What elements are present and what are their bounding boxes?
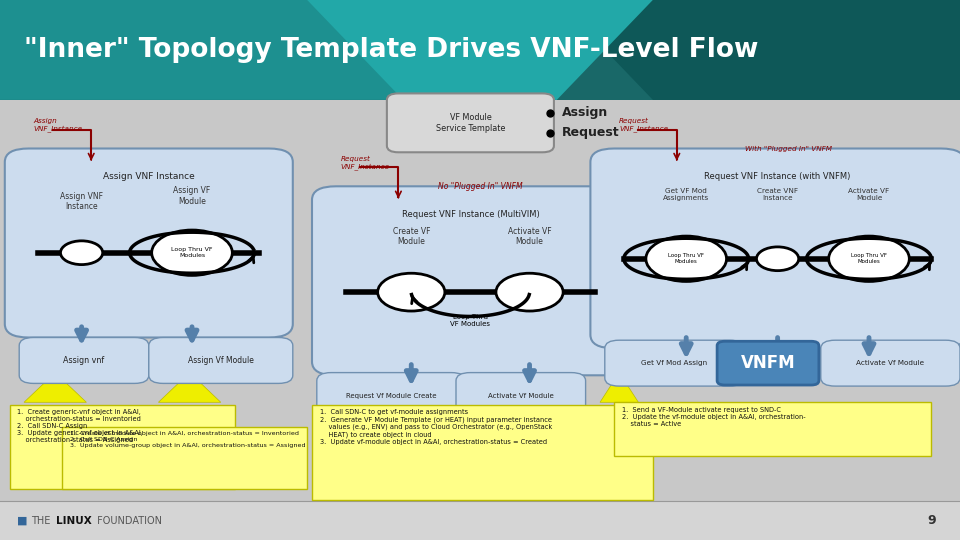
Circle shape	[756, 247, 799, 271]
FancyBboxPatch shape	[456, 373, 586, 418]
FancyBboxPatch shape	[10, 405, 235, 489]
Text: Get Vf Mod Assign: Get Vf Mod Assign	[641, 360, 708, 366]
Text: Loop Thru VF
Modules: Loop Thru VF Modules	[171, 247, 213, 258]
FancyBboxPatch shape	[0, 501, 960, 540]
Text: 1.  Create vf-module object in A&AI, orchestration-status = Inventoried
2.  Call: 1. Create vf-module object in A&AI, orch…	[70, 431, 305, 448]
Text: Assign: Assign	[562, 106, 608, 119]
Text: Request: Request	[562, 126, 619, 139]
Text: Activate VF
Module: Activate VF Module	[508, 227, 551, 246]
Text: Loop Thru VF
Modules: Loop Thru VF Modules	[668, 253, 705, 264]
Text: Activate Vf Module: Activate Vf Module	[488, 393, 554, 399]
Circle shape	[646, 236, 727, 281]
Polygon shape	[0, 0, 499, 100]
Text: Get VF Mod
Assignments: Get VF Mod Assignments	[663, 188, 709, 201]
Text: Loop Thru VF
Modules: Loop Thru VF Modules	[851, 253, 887, 264]
Text: Create VNF
Instance: Create VNF Instance	[757, 188, 798, 201]
Text: Assign Vf Module: Assign Vf Module	[188, 356, 253, 365]
Text: Request
VNF_Instance: Request VNF_Instance	[341, 156, 390, 170]
Text: THE: THE	[31, 516, 53, 525]
FancyBboxPatch shape	[19, 338, 149, 383]
Text: Loop Thru
VF Modules: Loop Thru VF Modules	[450, 314, 491, 327]
Text: "Inner" Topology Template Drives VNF-Level Flow: "Inner" Topology Template Drives VNF-Lev…	[24, 37, 758, 63]
Circle shape	[496, 273, 564, 311]
FancyBboxPatch shape	[717, 341, 819, 385]
FancyBboxPatch shape	[605, 340, 744, 386]
Circle shape	[60, 241, 103, 265]
Polygon shape	[475, 370, 538, 402]
Text: ■: ■	[17, 516, 28, 525]
Text: Request VNF Instance (MultiVIM): Request VNF Instance (MultiVIM)	[401, 210, 540, 219]
FancyBboxPatch shape	[821, 340, 960, 386]
FancyBboxPatch shape	[62, 427, 307, 489]
Text: Activate Vf Module: Activate Vf Module	[856, 360, 924, 366]
FancyBboxPatch shape	[0, 100, 960, 501]
Circle shape	[152, 230, 232, 275]
FancyBboxPatch shape	[317, 373, 466, 418]
Text: Request Vf Module Create: Request Vf Module Create	[346, 393, 437, 399]
FancyBboxPatch shape	[312, 405, 653, 500]
Polygon shape	[24, 373, 86, 402]
Text: With "Plugged In" VNFM: With "Plugged In" VNFM	[745, 145, 832, 152]
Polygon shape	[307, 0, 653, 100]
Text: Assign VNF Instance: Assign VNF Instance	[103, 172, 195, 181]
Text: Assign
VNF_Instance: Assign VNF_Instance	[34, 118, 83, 132]
Polygon shape	[158, 373, 221, 402]
FancyBboxPatch shape	[614, 402, 931, 456]
Text: VF Module
Service Template: VF Module Service Template	[436, 113, 505, 132]
FancyBboxPatch shape	[0, 0, 960, 100]
Text: 1.  Send a VF-Module activate request to SND-C
2.  Update the vf-module object i: 1. Send a VF-Module activate request to …	[622, 407, 805, 427]
Text: Request
VNF_Instance: Request VNF_Instance	[619, 118, 668, 132]
FancyBboxPatch shape	[590, 148, 960, 348]
Text: VNFM: VNFM	[741, 354, 795, 372]
Text: 1.  Create generic-vnf object in A&AI,
    orchestration-status = Inventoried
2.: 1. Create generic-vnf object in A&AI, or…	[17, 409, 143, 443]
Text: Assign VNF
Instance: Assign VNF Instance	[60, 192, 103, 211]
FancyBboxPatch shape	[312, 186, 629, 375]
Text: No "Plugged In" VNFM: No "Plugged In" VNFM	[438, 182, 523, 191]
Text: Request VNF Instance (with VNFM): Request VNF Instance (with VNFM)	[705, 172, 851, 181]
FancyBboxPatch shape	[387, 93, 554, 152]
FancyBboxPatch shape	[5, 148, 293, 338]
Text: 9: 9	[927, 514, 936, 527]
Text: LINUX: LINUX	[56, 516, 91, 525]
Text: Assign vnf: Assign vnf	[63, 356, 105, 365]
Text: FOUNDATION: FOUNDATION	[94, 516, 162, 525]
Text: Activate VF
Module: Activate VF Module	[849, 188, 890, 201]
FancyBboxPatch shape	[149, 338, 293, 383]
Text: Assign VF
Module: Assign VF Module	[174, 186, 210, 206]
Circle shape	[828, 236, 909, 281]
Circle shape	[377, 273, 444, 311]
Text: 1.  Call SDN-C to get vf-module assignments
2.  Generate VF Module Template (or : 1. Call SDN-C to get vf-module assignmen…	[320, 409, 552, 445]
Polygon shape	[557, 0, 960, 100]
Polygon shape	[350, 370, 413, 402]
Text: Create VF
Module: Create VF Module	[393, 227, 430, 246]
Polygon shape	[600, 373, 638, 402]
